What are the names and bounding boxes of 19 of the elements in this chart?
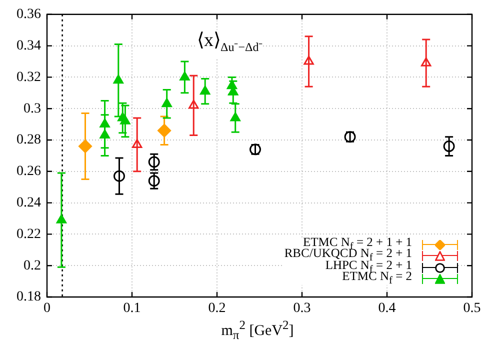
x-tick-label: 0.4 xyxy=(378,301,396,316)
x-tick-label: 0.5 xyxy=(463,301,481,316)
y-tick-label: 0.34 xyxy=(16,38,41,54)
y-tick-label: 0.3 xyxy=(24,101,41,116)
annotation: ⟨x⟩$_{Δu⁻−Δd⁻}$ xyxy=(197,30,263,58)
y-tick-label: 0.26 xyxy=(16,164,41,180)
x-axis-title: m$_{π}$$^{2}$ [GeV$^{2}$] xyxy=(220,318,295,343)
x-tick-label: 0.3 xyxy=(293,301,311,316)
x-tick-label: 0 xyxy=(44,301,50,316)
x-tick-label: 0.2 xyxy=(208,301,226,316)
y-tick-label: 0.22 xyxy=(16,226,41,242)
x-tick-label: 0.1 xyxy=(123,301,141,316)
y-tick-label: 0.18 xyxy=(16,290,41,305)
y-tick-label: 0.2 xyxy=(24,258,41,274)
y-tick-label: 0.28 xyxy=(16,132,41,148)
y-tick-label: 0.36 xyxy=(16,7,41,22)
y-tick-label: 0.24 xyxy=(16,195,41,210)
legend-label: ETMC N$_{f}$ = 2 xyxy=(342,269,412,288)
y-tick-label: 0.32 xyxy=(16,70,41,85)
